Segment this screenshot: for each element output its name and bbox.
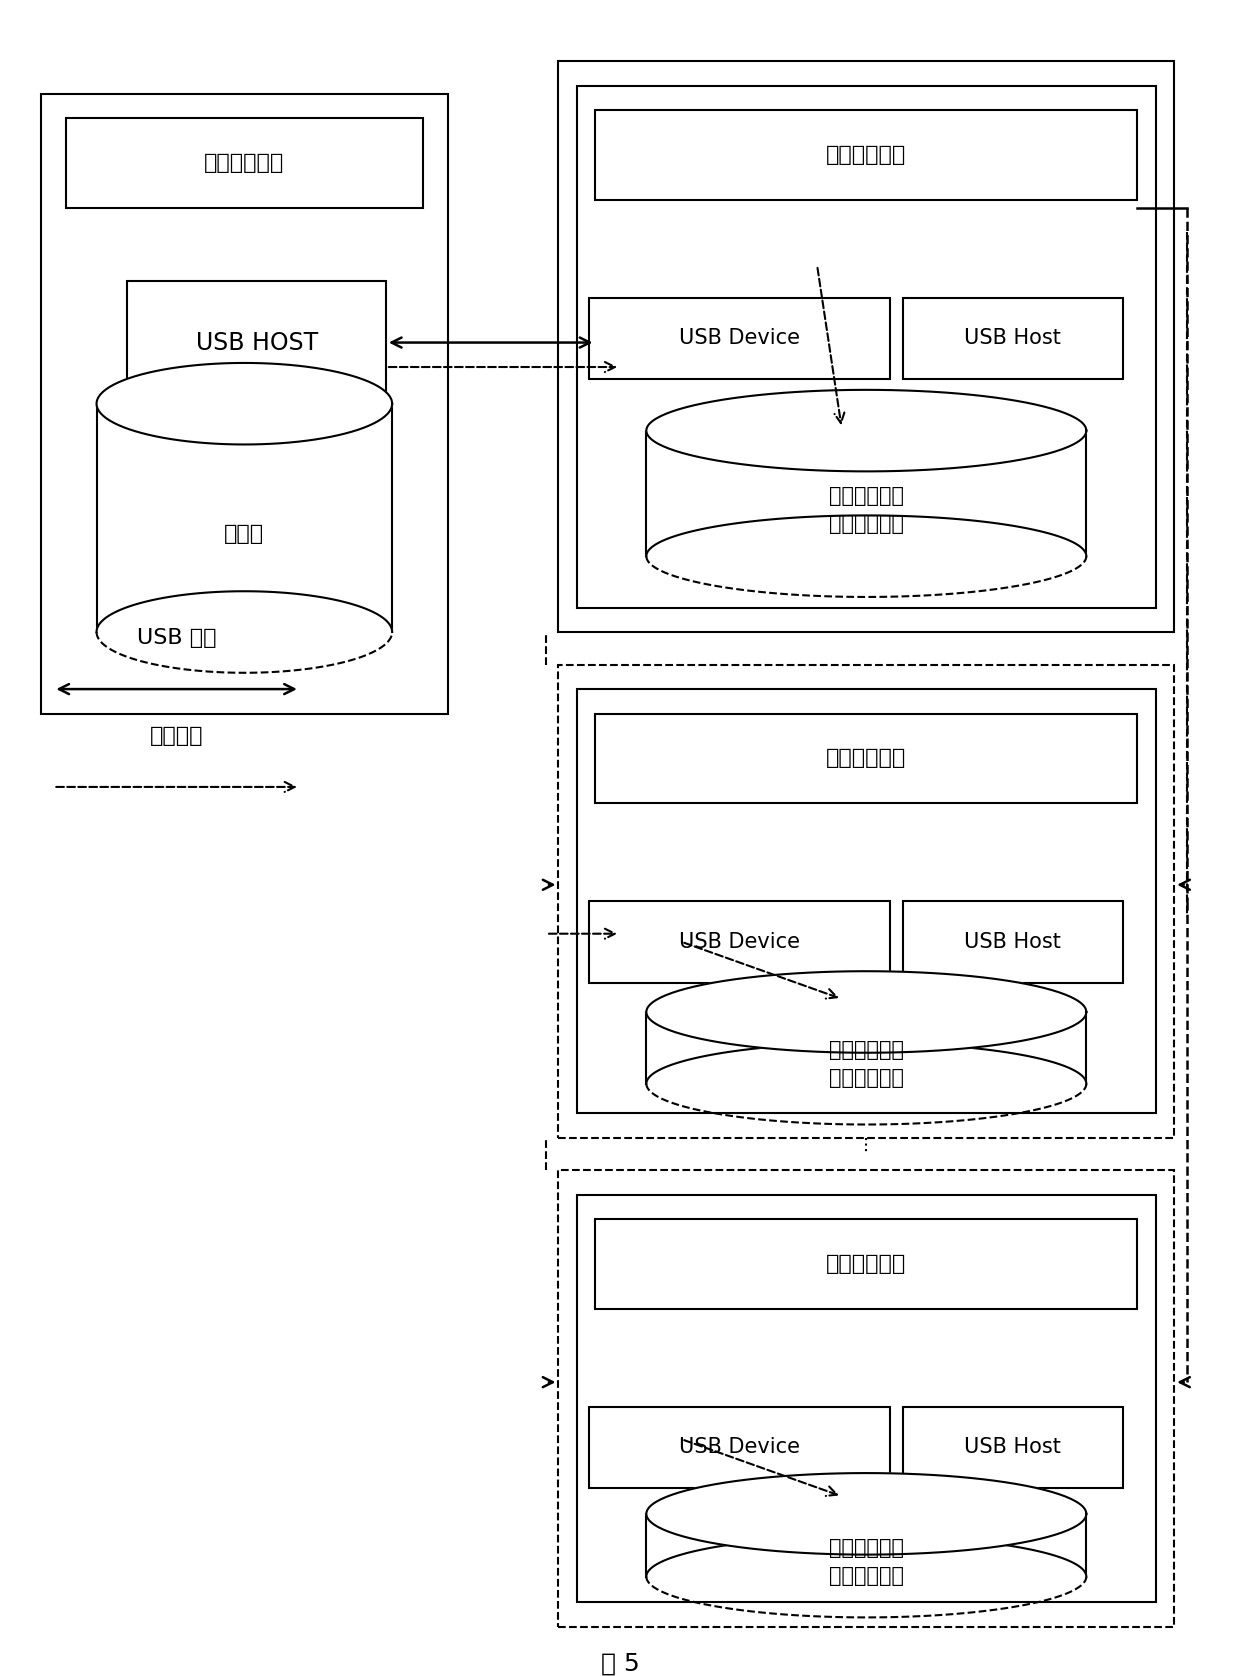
Text: 目标存储介质
磁盘或光盘等: 目标存储介质 磁盘或光盘等 <box>828 1041 904 1088</box>
FancyBboxPatch shape <box>595 1218 1137 1309</box>
Text: 目标存储介质
磁盘或光盘等: 目标存储介质 磁盘或光盘等 <box>828 486 904 533</box>
Text: 源数据: 源数据 <box>224 525 264 545</box>
FancyBboxPatch shape <box>595 111 1137 199</box>
Text: 系统控制单元: 系统控制单元 <box>205 153 284 173</box>
Text: 目标存储介质
磁盘或光盘等: 目标存储介质 磁盘或光盘等 <box>828 1537 904 1585</box>
Polygon shape <box>646 1012 1086 1084</box>
Polygon shape <box>646 391 1086 471</box>
FancyBboxPatch shape <box>903 902 1122 982</box>
FancyBboxPatch shape <box>558 1170 1174 1627</box>
Text: USB Device: USB Device <box>680 328 800 349</box>
Text: 图 5: 图 5 <box>600 1651 640 1676</box>
FancyBboxPatch shape <box>41 94 448 714</box>
FancyBboxPatch shape <box>589 902 890 982</box>
Text: USB 电缆: USB 电缆 <box>136 628 216 649</box>
FancyBboxPatch shape <box>558 62 1174 632</box>
Polygon shape <box>646 1473 1086 1555</box>
Polygon shape <box>646 516 1086 556</box>
FancyBboxPatch shape <box>903 1406 1122 1488</box>
FancyBboxPatch shape <box>595 714 1137 803</box>
FancyBboxPatch shape <box>577 85 1156 607</box>
FancyBboxPatch shape <box>558 665 1174 1138</box>
FancyBboxPatch shape <box>577 1195 1156 1602</box>
Polygon shape <box>646 1042 1086 1084</box>
Text: USB Device: USB Device <box>680 932 800 952</box>
Text: USB HOST: USB HOST <box>196 330 317 355</box>
Polygon shape <box>646 1535 1086 1577</box>
Polygon shape <box>97 404 392 632</box>
Text: 系统控制单元: 系统控制单元 <box>826 146 906 164</box>
FancyBboxPatch shape <box>66 119 423 208</box>
Polygon shape <box>646 1513 1086 1577</box>
FancyBboxPatch shape <box>903 298 1122 379</box>
Polygon shape <box>97 592 392 632</box>
Text: 系统控制单元: 系统控制单元 <box>826 1254 906 1274</box>
Polygon shape <box>646 431 1086 556</box>
Text: 数据流向: 数据流向 <box>150 726 203 746</box>
Text: USB Host: USB Host <box>963 1438 1061 1458</box>
Text: USB Host: USB Host <box>963 328 1061 349</box>
Polygon shape <box>97 364 392 444</box>
FancyBboxPatch shape <box>589 1406 890 1488</box>
Text: USB Host: USB Host <box>963 932 1061 952</box>
Polygon shape <box>646 970 1086 1053</box>
Text: 系统控制单元: 系统控制单元 <box>826 749 906 768</box>
Text: USB Device: USB Device <box>680 1438 800 1458</box>
FancyBboxPatch shape <box>577 689 1156 1113</box>
FancyBboxPatch shape <box>128 282 386 404</box>
FancyBboxPatch shape <box>589 298 890 379</box>
